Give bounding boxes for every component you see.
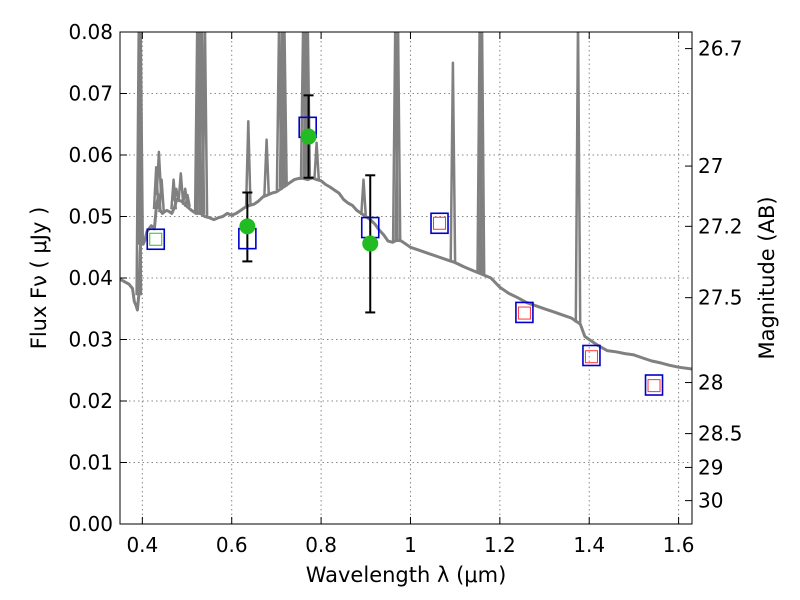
data-markers <box>146 94 664 396</box>
detection-marker <box>362 235 379 252</box>
y-axis-title: Flux Fν ( μJy ) <box>27 207 51 350</box>
emission-line <box>184 193 191 208</box>
emission-line <box>281 32 288 187</box>
observed-square-marker <box>149 232 163 246</box>
magnitude-tick-label: 27 <box>698 154 723 178</box>
y-axis-right-title: Magnitude (AB) <box>755 196 779 359</box>
model-photometry-box <box>146 228 166 251</box>
y-tick-label: 0.02 <box>68 389 113 413</box>
x-tick-label: 1.2 <box>484 533 516 557</box>
magnitude-tick-label: 26.7 <box>698 37 743 61</box>
x-axis-title: Wavelength λ (μm) <box>306 563 507 587</box>
y-tick-label: 0.00 <box>68 512 113 536</box>
x-tick-label: 1 <box>404 533 417 557</box>
x-tick-label: 0.6 <box>216 533 248 557</box>
magnitude-tick-label: 29 <box>698 455 723 479</box>
emission-line <box>394 32 402 241</box>
model-photometry-box <box>582 344 601 367</box>
emission-line <box>201 32 209 217</box>
model-photometry-box <box>644 374 664 396</box>
magnitude-tick-label: 28.5 <box>698 422 743 446</box>
emission-line <box>158 178 166 213</box>
magnitude-tick-label: 28 <box>698 371 723 395</box>
magnitude-tick-label: 27.5 <box>698 286 743 310</box>
x-tick-label: 1.6 <box>663 533 695 557</box>
emission-line <box>152 166 160 210</box>
y-tick-label: 0.06 <box>68 143 113 167</box>
emission-line <box>135 32 143 296</box>
detection-marker <box>239 218 256 235</box>
detection-marker <box>300 128 317 145</box>
emission-line <box>449 61 457 262</box>
x-tick-label: 0.4 <box>126 533 158 557</box>
observed-square-marker <box>647 379 661 393</box>
emission-line <box>360 178 367 216</box>
axis-ticks: 0.4 0.6 0.8 1 1.2 1.4 1.6 0.00 0.01 0.02 0.03 0.04 0… <box>68 20 742 557</box>
emission-line <box>313 141 321 180</box>
y-tick-label: 0.04 <box>68 266 113 290</box>
observed-square-marker <box>433 216 447 230</box>
x-tick-label: 1.4 <box>573 533 605 557</box>
emission-line <box>263 138 271 196</box>
x-tick-label: 0.8 <box>305 533 337 557</box>
emission-line <box>478 32 486 275</box>
plot-area <box>120 32 692 371</box>
model-photometry-box <box>430 212 449 235</box>
magnitude-tick-label: 27.2 <box>698 214 743 238</box>
grid <box>120 31 692 525</box>
magnitude-tick-label: 30 <box>698 489 723 513</box>
emission-line <box>244 119 252 207</box>
emission-line <box>137 32 145 245</box>
y-tick-label: 0.05 <box>68 205 113 229</box>
emission-line <box>574 32 582 323</box>
y-tick-label: 0.07 <box>68 82 113 106</box>
y-tick-label: 0.03 <box>68 328 113 352</box>
emission-line <box>177 172 185 202</box>
observed-square-marker <box>517 306 531 320</box>
observed-square-marker <box>584 350 598 364</box>
model-photometry-box <box>515 301 534 324</box>
y-tick-label: 0.08 <box>68 20 113 44</box>
y-tick-label: 0.01 <box>68 451 113 475</box>
